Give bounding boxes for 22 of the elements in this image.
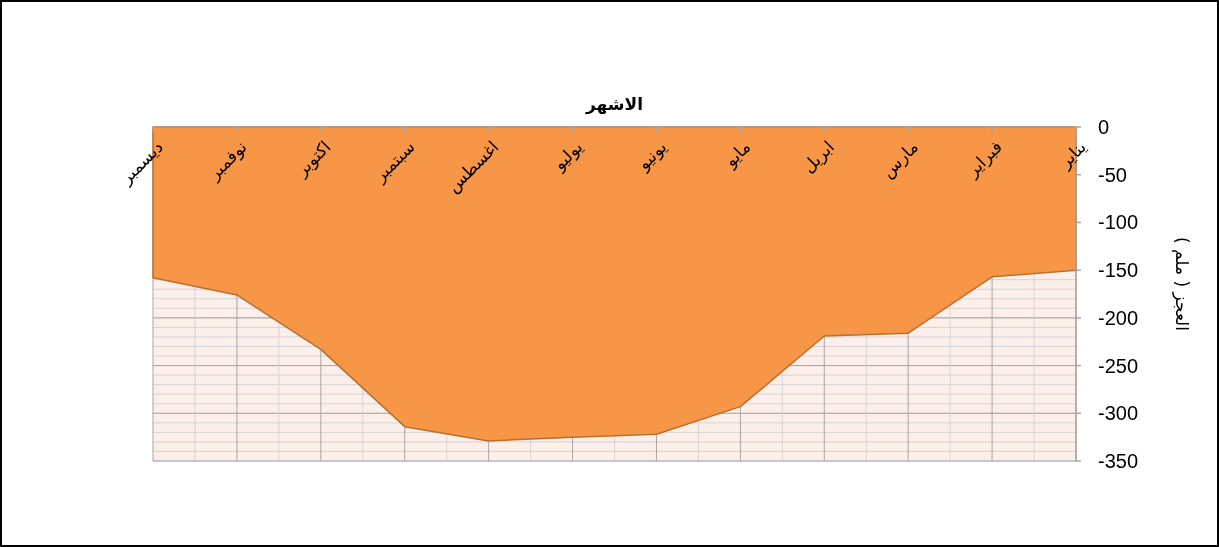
x-axis-title: الاشهر <box>584 94 644 115</box>
x-tick-label: يناير <box>1054 136 1091 173</box>
x-tick-label: يوليو <box>548 136 587 175</box>
y-tick-label: -100 <box>1098 211 1139 234</box>
x-tick-label: ابريل <box>798 136 839 177</box>
y-tick-label: -50 <box>1098 163 1127 186</box>
x-tick-label: يونيو <box>632 136 671 175</box>
y-tick-label: -300 <box>1098 402 1139 425</box>
x-tick-label: سبتمبر <box>369 136 419 187</box>
y-tick-label: -350 <box>1098 450 1139 472</box>
y-tick-label: -150 <box>1098 259 1139 282</box>
x-tick-label: فبراير <box>961 136 1006 181</box>
x-tick-label: نوفمبر <box>203 136 251 185</box>
y-tick-label: -200 <box>1098 306 1139 329</box>
x-tick-label: اكتوبر <box>290 136 335 181</box>
x-tick-label: مايو <box>719 136 755 172</box>
y-tick-label: 0 <box>1098 116 1110 138</box>
x-tick-label: مارس <box>877 136 923 182</box>
y-axis-title: العجز ( ملم ) <box>1171 237 1192 331</box>
x-tick-label: اغسطس <box>442 136 503 197</box>
y-tick-label: -250 <box>1098 354 1139 377</box>
x-tick-label: ديسمبر <box>115 136 167 189</box>
